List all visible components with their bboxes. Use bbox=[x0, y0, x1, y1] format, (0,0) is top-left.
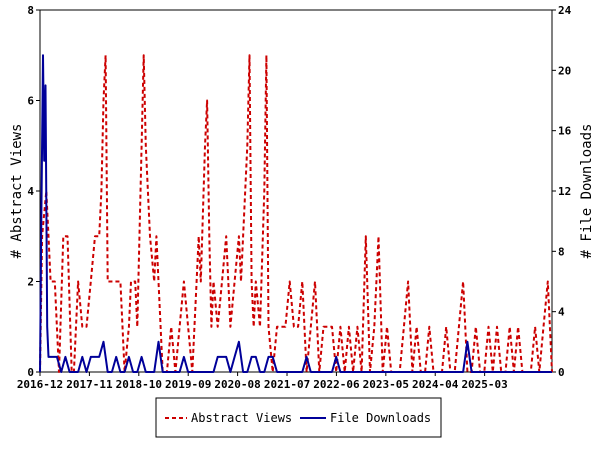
y2-tick-label: 24 bbox=[558, 4, 572, 17]
x-axis: 2016-12 2017-11 2018-10 2019-09 2020-08 2021-… bbox=[17, 372, 508, 391]
y2-axis-title: # File Downloads bbox=[579, 124, 595, 259]
x-tick-label: 2021-07 bbox=[264, 378, 310, 391]
legend-label-abstract-views: Abstract Views bbox=[191, 411, 292, 425]
y-axis-title: # Abstract Views bbox=[9, 124, 25, 259]
x-tick-label: 2019-09 bbox=[165, 378, 211, 391]
series-line-file-downloads bbox=[39, 54, 552, 373]
y-tick-label: 4 bbox=[27, 185, 34, 198]
y2-tick-label: 20 bbox=[558, 64, 571, 77]
y-tick-label: 0 bbox=[27, 366, 34, 379]
y2-tick-label: 12 bbox=[558, 185, 571, 198]
x-tick-label: 2024-04 bbox=[412, 378, 459, 391]
x-tick-label: 2020-08 bbox=[214, 378, 260, 391]
series-line-abstract-views bbox=[39, 54, 553, 373]
right-axis: 0 4 8 12 16 20 24 bbox=[552, 4, 572, 379]
legend-box bbox=[155, 397, 442, 438]
x-tick-label: 2018-10 bbox=[116, 378, 162, 391]
y2-tick-label: 0 bbox=[558, 366, 565, 379]
y2-tick-label: 8 bbox=[558, 245, 565, 258]
x-tick-label: 2025-03 bbox=[461, 378, 507, 391]
y2-tick-label: 16 bbox=[558, 125, 572, 138]
y2-tick-label: 4 bbox=[558, 306, 565, 319]
y-tick-label: 8 bbox=[27, 4, 34, 17]
x-tick-label: 2016-12 bbox=[17, 378, 63, 391]
x-tick-label: 2023-05 bbox=[363, 378, 409, 391]
plot-area bbox=[39, 9, 553, 373]
series-layer bbox=[39, 54, 553, 373]
legend-label-file-downloads: File Downloads bbox=[330, 411, 431, 425]
y-tick-label: 6 bbox=[27, 95, 34, 108]
left-axis: 0 2 4 6 8 bbox=[27, 4, 40, 379]
x-tick-label: 2017-11 bbox=[66, 378, 113, 391]
legend: Abstract Views File Downloads bbox=[155, 397, 442, 438]
y-tick-label: 2 bbox=[27, 276, 34, 289]
x-tick-label: 2022-06 bbox=[313, 378, 360, 391]
